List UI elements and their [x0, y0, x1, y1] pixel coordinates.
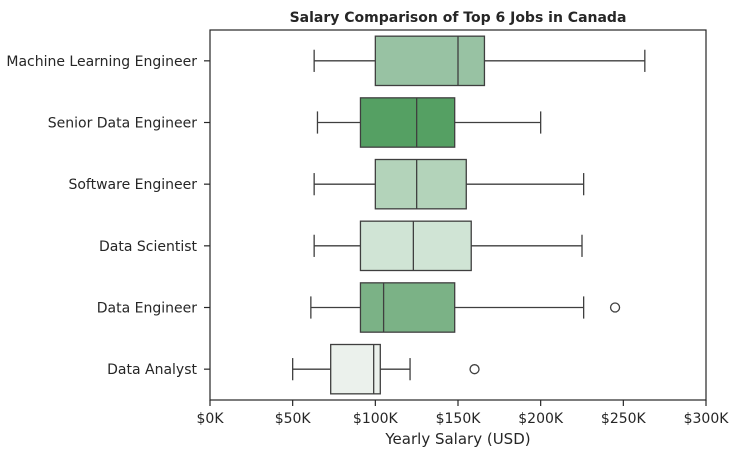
iqr-box: [374, 158, 467, 210]
plot-area: $0K $50K $100K $150K $200K $250K $300K Machine …: [6, 29, 730, 427]
x-tick-label: $150K: [436, 411, 482, 427]
y-tick-label: Data Engineer: [97, 301, 197, 317]
x-tick-label: $0K: [197, 411, 225, 427]
y-tick-label: Data Scientist: [99, 239, 198, 255]
box-group: Data Scientist: [99, 220, 583, 272]
x-tick-label: $50K: [275, 411, 312, 427]
iqr-box: [359, 282, 456, 333]
y-tick-label: Data Analyst: [107, 362, 197, 378]
iqr-box: [359, 97, 456, 148]
x-tick-label: $250K: [601, 411, 647, 427]
box-group: Software Engineer: [68, 158, 585, 210]
box-group: Machine Learning Engineer: [6, 35, 646, 87]
x-tick-label: $300K: [684, 411, 730, 427]
x-tick-label: $100K: [353, 411, 399, 427]
y-tick-label: Machine Learning Engineer: [6, 54, 197, 70]
x-axis-label: Yearly Salary (USD): [384, 430, 530, 448]
iqr-box: [330, 343, 381, 395]
chart-title: Salary Comparison of Top 6 Jobs in Canad…: [290, 10, 627, 26]
iqr-box: [374, 35, 486, 87]
outlier-point: [609, 302, 621, 313]
y-tick-label: Senior Data Engineer: [48, 116, 198, 132]
y-tick-label: Software Engineer: [68, 177, 197, 193]
box-group: Data Analyst: [107, 343, 480, 395]
box-group: Senior Data Engineer: [48, 97, 542, 148]
outlier-point: [469, 364, 480, 375]
box-group: Data Engineer: [97, 282, 621, 333]
x-tick-label: $200K: [518, 411, 564, 427]
iqr-box: [359, 220, 472, 272]
